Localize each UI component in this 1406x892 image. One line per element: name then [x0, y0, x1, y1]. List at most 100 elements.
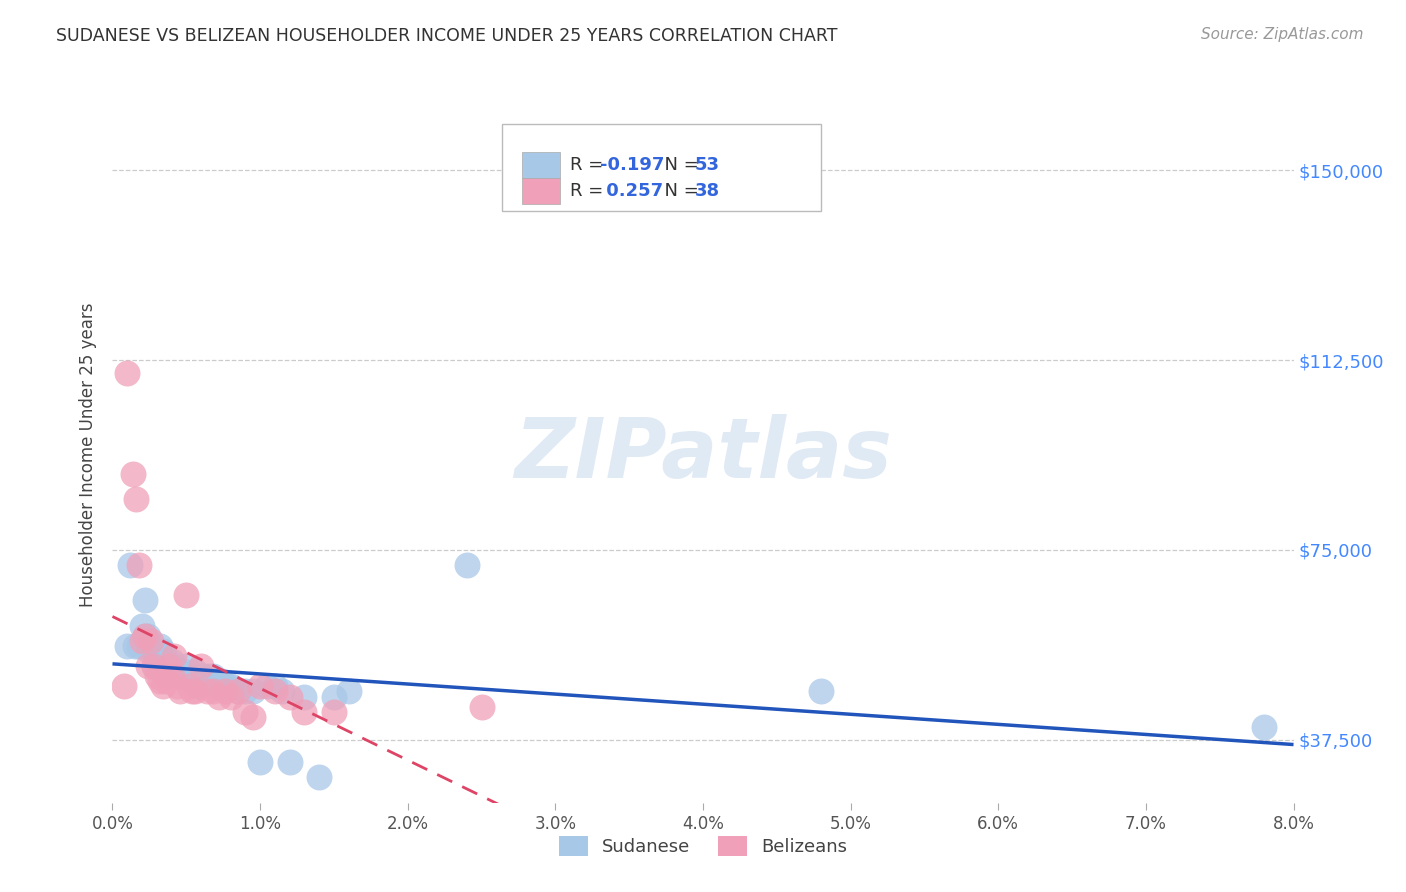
Text: 38: 38: [695, 182, 720, 200]
Point: [139, 633, 162, 648]
Text: N =: N =: [654, 182, 704, 200]
Point: [242, 684, 264, 698]
Point: [134, 593, 156, 607]
Text: SUDANESE VS BELIZEAN HOUSEHOLDER INCOME UNDER 25 YEARS CORRELATION CHART: SUDANESE VS BELIZEAN HOUSEHOLDER INCOME …: [56, 27, 838, 45]
Text: R =: R =: [569, 156, 609, 174]
Point: [122, 467, 145, 481]
Point: [208, 680, 231, 694]
Point: [233, 684, 256, 698]
Y-axis label: Householder Income Under 25 years: Householder Income Under 25 years: [79, 302, 97, 607]
Point: [190, 669, 212, 683]
Point: [136, 659, 159, 673]
Point: [157, 659, 180, 673]
Point: [256, 680, 278, 694]
Point: [337, 684, 360, 698]
Point: [166, 665, 188, 679]
Point: [179, 680, 201, 694]
Point: [249, 756, 271, 770]
Point: [187, 680, 209, 694]
Point: [163, 648, 186, 663]
Text: N =: N =: [654, 156, 704, 174]
Point: [211, 674, 233, 689]
Point: [208, 690, 231, 704]
Point: [201, 684, 224, 698]
Point: [155, 669, 177, 683]
Point: [149, 674, 172, 689]
Point: [456, 558, 478, 572]
Point: [169, 669, 191, 683]
Point: [181, 674, 204, 689]
Point: [174, 659, 197, 673]
Point: [166, 680, 188, 694]
Point: [198, 669, 221, 683]
Point: [201, 669, 224, 683]
Point: [292, 705, 315, 719]
Text: Source: ZipAtlas.com: Source: ZipAtlas.com: [1201, 27, 1364, 42]
Point: [117, 366, 138, 380]
Point: [810, 684, 832, 698]
Point: [264, 680, 287, 694]
Point: [128, 558, 150, 572]
Point: [157, 659, 180, 673]
Point: [146, 669, 169, 683]
Point: [214, 684, 236, 698]
Point: [112, 680, 135, 694]
Point: [155, 674, 177, 689]
Point: [271, 684, 294, 698]
Point: [134, 629, 156, 643]
Text: 53: 53: [695, 156, 720, 174]
Point: [181, 684, 204, 698]
Point: [152, 680, 174, 694]
FancyBboxPatch shape: [522, 178, 560, 204]
Point: [308, 771, 330, 785]
Point: [190, 659, 212, 673]
Point: [172, 665, 194, 679]
FancyBboxPatch shape: [522, 152, 560, 178]
Point: [219, 680, 242, 694]
FancyBboxPatch shape: [502, 124, 821, 211]
Point: [174, 588, 197, 602]
Point: [242, 710, 264, 724]
Point: [323, 690, 346, 704]
Legend: Sudanese, Belizeans: Sudanese, Belizeans: [551, 829, 855, 863]
Point: [264, 684, 287, 698]
Text: 0.257: 0.257: [600, 182, 664, 200]
Point: [179, 669, 201, 683]
Point: [214, 680, 236, 694]
Point: [226, 684, 249, 698]
Point: [219, 690, 242, 704]
Point: [142, 659, 165, 673]
Point: [217, 680, 239, 694]
Point: [278, 690, 301, 704]
Point: [195, 674, 218, 689]
Point: [142, 659, 165, 673]
Text: -0.197: -0.197: [600, 156, 665, 174]
Point: [131, 618, 153, 632]
Point: [233, 705, 256, 719]
Point: [195, 684, 218, 698]
Point: [146, 648, 169, 663]
Point: [136, 629, 159, 643]
Point: [470, 699, 494, 714]
Point: [163, 659, 186, 673]
Point: [226, 684, 249, 698]
Point: [125, 492, 148, 507]
Point: [160, 654, 183, 668]
Point: [128, 639, 150, 653]
Point: [278, 756, 301, 770]
Point: [160, 669, 183, 683]
Point: [124, 639, 146, 653]
Point: [249, 680, 271, 694]
Text: R =: R =: [569, 182, 609, 200]
Point: [152, 644, 174, 658]
Point: [131, 633, 153, 648]
Point: [153, 648, 176, 663]
Text: ZIPatlas: ZIPatlas: [515, 415, 891, 495]
Point: [138, 644, 160, 658]
Point: [120, 558, 142, 572]
Point: [169, 684, 191, 698]
Point: [149, 639, 172, 653]
Point: [323, 705, 346, 719]
Point: [184, 665, 207, 679]
Point: [134, 629, 156, 643]
